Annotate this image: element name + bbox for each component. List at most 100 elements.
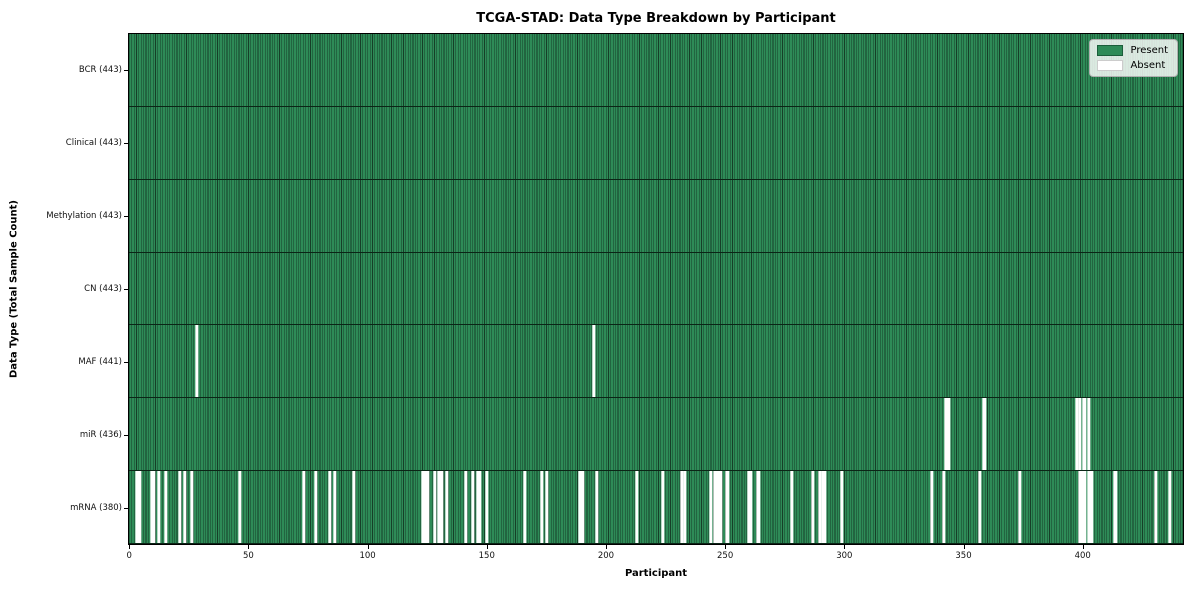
x-tick-label-300: 300 (836, 551, 853, 561)
absent-stripe (661, 471, 665, 544)
y-tick-label-CN: CN (443) (84, 284, 122, 294)
absent-stripe (1087, 471, 1091, 544)
x-tick-mark (605, 545, 607, 549)
chart-title: TCGA-STAD: Data Type Breakdown by Partic… (476, 11, 836, 26)
x-tick-mark (486, 545, 488, 549)
absent-stripe (437, 471, 442, 544)
absent-stripe (594, 471, 599, 544)
x-tick-label-250: 250 (717, 551, 734, 561)
y-tick-mark (124, 289, 128, 290)
x-tick-label-100: 100 (359, 551, 376, 561)
absent-stripe (152, 471, 156, 544)
y-tick-label-Methylation: Methylation (443) (46, 210, 122, 221)
legend-swatch-absent (1097, 60, 1124, 71)
y-tick-label-MAF: MAF (441) (78, 357, 122, 368)
heatmap-row-MAF (129, 325, 1183, 399)
absent-stripe (1087, 398, 1091, 471)
absent-stripe (471, 471, 475, 544)
absent-stripe (421, 471, 425, 544)
y-tick-label-mRNA: mRNA (380) (70, 503, 122, 514)
absent-stripe (328, 471, 332, 544)
absent-stripe (183, 471, 187, 544)
absent-stripe (523, 471, 527, 544)
absent-stripe (1077, 398, 1082, 471)
y-tick-mark (124, 142, 128, 144)
absent-stripe (149, 471, 154, 544)
y-tick-mark (124, 508, 128, 510)
absent-stripe (333, 471, 337, 544)
absent-stripe (716, 471, 720, 544)
legend-entry-absent: Absent (1097, 60, 1168, 71)
absent-stripe (839, 471, 844, 544)
absent-stripe (463, 471, 468, 544)
absent-stripe (433, 471, 437, 544)
absent-stripe (1082, 471, 1086, 544)
heatmap-row-BCR (129, 34, 1183, 107)
x-tick-label-50: 50 (242, 551, 254, 561)
y-tick-label-miR: miR (436) (79, 430, 122, 441)
heatmap-row-Methylation (129, 179, 1183, 253)
legend-entry-present: Present (1097, 45, 1168, 56)
x-tick-label-0: 0 (126, 551, 132, 561)
x-tick-label-400: 400 (1074, 551, 1091, 561)
absent-stripe (747, 471, 751, 544)
legend: Present Absent (1089, 39, 1178, 77)
absent-stripe (302, 471, 306, 544)
x-tick-label-350: 350 (955, 551, 972, 561)
absent-stripe (682, 471, 687, 544)
absent-stripe (680, 471, 684, 544)
absent-stripe (178, 471, 182, 544)
absent-stripe (635, 471, 639, 544)
absent-stripe (425, 471, 430, 544)
absent-stripe (440, 471, 444, 544)
y-tick-mark (124, 362, 128, 364)
absent-stripe (818, 471, 822, 544)
absent-stripe (190, 471, 194, 544)
absent-stripe (1153, 471, 1158, 544)
absent-stripe (820, 471, 825, 544)
absent-stripe (580, 471, 584, 544)
absent-stripe (578, 471, 582, 544)
y-axis-label: Data Type (Total Sample Count) (8, 199, 20, 379)
absent-stripe (540, 471, 544, 544)
legend-swatch-present (1097, 45, 1124, 56)
absent-stripe (1077, 471, 1082, 544)
absent-stripe (725, 471, 730, 544)
x-tick-mark (844, 545, 846, 549)
y-tick-label-BCR: BCR (443) (78, 64, 122, 75)
absent-stripe (709, 471, 713, 544)
heatmap-row-miR (129, 398, 1183, 472)
absent-stripe (164, 471, 168, 544)
x-axis-label: Participant (624, 568, 688, 579)
x-tick-label-150: 150 (478, 551, 495, 561)
absent-stripe (592, 325, 596, 398)
absent-stripe (977, 471, 982, 544)
x-tick-mark (248, 545, 250, 549)
heatmap-row-mRNA (129, 471, 1183, 545)
absent-stripe (930, 471, 934, 544)
absent-stripe (1018, 471, 1022, 544)
absent-stripe (789, 471, 794, 544)
absent-stripe (195, 325, 199, 398)
absent-stripe (749, 471, 753, 544)
absent-stripe (314, 471, 318, 544)
x-tick-mark (725, 545, 727, 549)
absent-stripe (475, 471, 480, 544)
absent-stripe (1082, 398, 1086, 471)
absent-stripe (157, 471, 161, 544)
absent-stripe (944, 398, 948, 471)
absent-stripe (946, 398, 951, 471)
absent-stripe (1075, 398, 1079, 471)
plot-area: Present Absent (128, 33, 1184, 545)
absent-stripe (1113, 471, 1117, 544)
absent-stripe (444, 471, 449, 544)
absent-stripe (823, 471, 827, 544)
y-tick-mark (124, 435, 128, 437)
x-tick-mark (367, 545, 369, 549)
heatmap-row-CN (129, 252, 1183, 326)
absent-stripe (485, 471, 489, 544)
absent-stripe (478, 471, 482, 544)
absent-stripe (423, 471, 427, 544)
heatmap-row-Clinical (129, 106, 1183, 180)
absent-stripe (942, 471, 946, 544)
